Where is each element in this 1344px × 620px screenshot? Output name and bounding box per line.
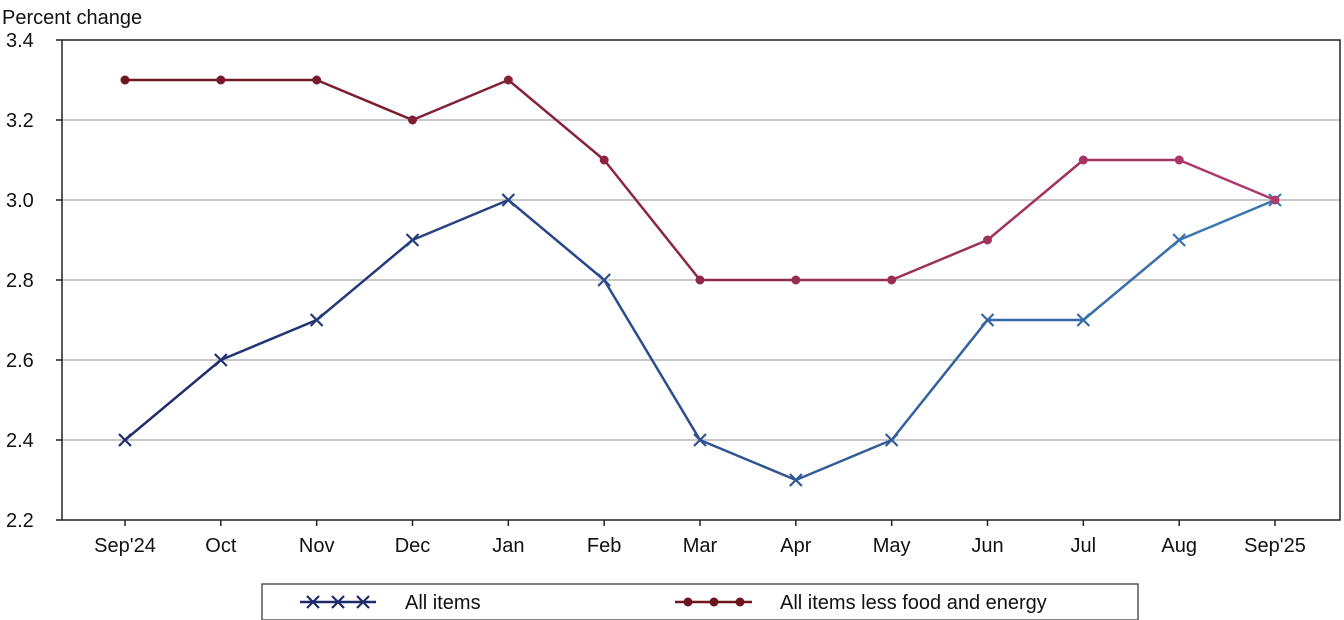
data-point-dot	[887, 275, 897, 285]
x-tick-label: Apr	[780, 535, 811, 557]
data-point-x	[789, 473, 803, 487]
data-point-dot	[599, 155, 609, 165]
plot-frame	[61, 39, 1341, 521]
y-tick-label: 3.2	[6, 110, 34, 132]
series-line-segment	[986, 158, 1085, 242]
series-line-segment	[123, 358, 223, 442]
data-point-dot	[312, 75, 322, 85]
legend-marker-dot	[709, 597, 719, 607]
x-tick-label: Jan	[492, 535, 524, 557]
series-line-segment	[1177, 158, 1277, 202]
series-line-segment	[507, 198, 606, 282]
y-tick-label: 2.8	[6, 270, 34, 292]
x-tick-label: May	[873, 535, 911, 557]
x-tick-label: Jul	[1071, 535, 1097, 557]
y-tick-label: 2.6	[6, 350, 34, 372]
series-line-segment	[1082, 238, 1181, 322]
series-line-segment	[794, 438, 893, 482]
data-point-x	[1172, 233, 1186, 247]
legend-marker-x	[306, 595, 320, 609]
data-point-dot	[791, 275, 801, 285]
data-point-x	[1076, 313, 1091, 327]
data-point-x	[405, 233, 420, 247]
data-point-dot	[1174, 155, 1184, 165]
data-point-dot	[216, 75, 226, 85]
x-tick-label: Sep'25	[1244, 535, 1306, 557]
data-point-x	[884, 433, 899, 447]
series-line-segment	[411, 78, 510, 122]
data-point-dot	[983, 235, 992, 245]
legend: All items All items less food and energy	[261, 583, 1139, 620]
x-tick-label: Mar	[683, 535, 718, 557]
x-tick-label: Nov	[299, 535, 335, 557]
x-tick-label: Aug	[1161, 535, 1197, 557]
legend-label-core: All items less food and energy	[780, 592, 1047, 614]
data-point-x	[693, 433, 707, 447]
data-point-dot	[695, 275, 705, 285]
y-tick-label: 3.4	[6, 30, 34, 52]
x-tick-label: Jun	[971, 535, 1003, 557]
legend-marker-x	[356, 595, 370, 609]
x-tick-label: Feb	[587, 535, 621, 557]
x-tick-label: Dec	[395, 535, 431, 557]
series-line-segment	[1177, 198, 1277, 242]
y-axis-title: Percent change	[2, 7, 142, 29]
data-point-dot	[503, 75, 513, 85]
legend-marker-dot	[735, 597, 745, 607]
legend-box	[261, 583, 1139, 620]
series-line-segment	[315, 238, 414, 322]
legend-marker-dot	[683, 597, 693, 607]
data-point-x	[980, 313, 995, 327]
data-point-dot	[1078, 155, 1088, 165]
series-1	[118, 193, 1282, 487]
series-line-segment	[698, 438, 798, 482]
series-line-segment	[315, 78, 414, 122]
data-point-dot	[1270, 195, 1280, 205]
data-point-x	[118, 433, 132, 447]
y-tick-label: 3.0	[6, 190, 34, 212]
y-tick-label: 2.4	[6, 430, 34, 452]
x-axis-ticks: Sep'24 Oct Nov Dec Jan Feb Mar Apr May Jun Jul Aug S…	[94, 520, 1306, 557]
legend-label-all-items: All items	[405, 592, 481, 614]
series-group	[118, 75, 1282, 487]
series-line-segment	[507, 78, 606, 162]
x-tick-label: Oct	[205, 535, 237, 557]
data-point-dot	[408, 115, 417, 125]
data-point-x	[309, 313, 324, 327]
y-tick-label: 2.2	[6, 510, 34, 532]
data-point-x	[214, 353, 228, 367]
series-line-segment	[602, 278, 702, 442]
series-line-segment	[411, 198, 510, 242]
y-axis-ticks: 2.2 2.4 2.6 2.8 3.0 3.2 3.4	[6, 30, 62, 532]
series-2	[120, 75, 1280, 285]
series-line-segment	[602, 158, 702, 282]
series-line-segment	[890, 238, 989, 282]
data-point-x	[597, 273, 611, 287]
series-line-segment	[890, 318, 989, 442]
x-tick-label: Sep'24	[94, 535, 156, 557]
legend-marker-x	[331, 595, 345, 609]
data-point-dot	[120, 75, 130, 85]
series-line-segment	[219, 318, 318, 362]
data-point-x	[501, 193, 516, 207]
